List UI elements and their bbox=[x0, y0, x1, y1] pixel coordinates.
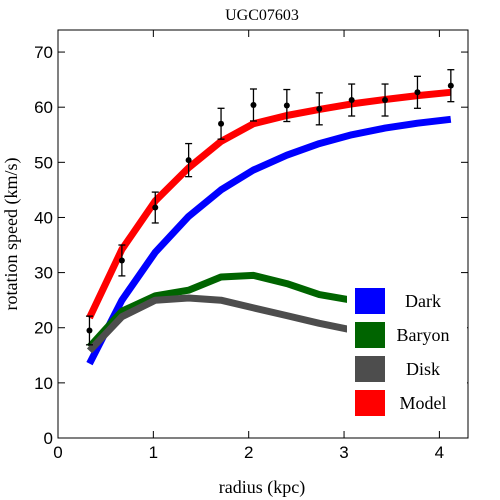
data-point bbox=[447, 82, 454, 89]
y-axis-label: rotation speed (km/s) bbox=[1, 158, 22, 311]
chart-legend: Dark Baryon Disk Model bbox=[347, 278, 467, 422]
legend-swatch-model bbox=[355, 390, 385, 416]
legend-swatch-disk bbox=[355, 356, 385, 382]
data-point bbox=[152, 204, 159, 211]
legend-swatch-baryon bbox=[355, 322, 385, 348]
x-tick-label: 4 bbox=[435, 443, 444, 462]
y-tick-label: 20 bbox=[34, 319, 53, 338]
data-point bbox=[414, 89, 421, 96]
data-point bbox=[283, 102, 290, 109]
x-tick-label: 1 bbox=[149, 443, 158, 462]
legend-swatch-dark bbox=[355, 288, 385, 314]
legend-label-dark: Dark bbox=[405, 291, 441, 311]
x-tick-label: 0 bbox=[53, 443, 62, 462]
observed-points bbox=[85, 69, 455, 346]
data-point bbox=[118, 257, 125, 264]
data-point bbox=[185, 157, 192, 164]
y-tick-label: 30 bbox=[34, 264, 53, 283]
plot-frame bbox=[57, 29, 469, 439]
y-tick-label: 50 bbox=[34, 153, 53, 172]
series-line-dark bbox=[86, 115, 452, 366]
y-tick-label: 10 bbox=[34, 374, 53, 393]
y-tick-label: 70 bbox=[34, 43, 53, 62]
y-tick-label: 60 bbox=[34, 98, 53, 117]
data-point bbox=[316, 105, 323, 112]
x-axis-label: radius (kpc) bbox=[219, 477, 305, 498]
data-point bbox=[382, 97, 389, 104]
x-tick-label: 2 bbox=[244, 443, 253, 462]
legend-label-disk: Disk bbox=[406, 359, 440, 379]
legend-label-baryon: Baryon bbox=[397, 325, 450, 345]
y-tick-label: 0 bbox=[44, 429, 53, 448]
legend-label-model: Model bbox=[400, 393, 447, 413]
chart-title: UGC07603 bbox=[225, 7, 299, 24]
data-point bbox=[250, 101, 257, 108]
series-line-model bbox=[86, 88, 452, 320]
data-point bbox=[218, 120, 225, 127]
y-tick-label: 40 bbox=[34, 208, 53, 227]
x-tick-label: 3 bbox=[339, 443, 348, 462]
data-point bbox=[348, 97, 355, 104]
data-point bbox=[86, 327, 93, 334]
